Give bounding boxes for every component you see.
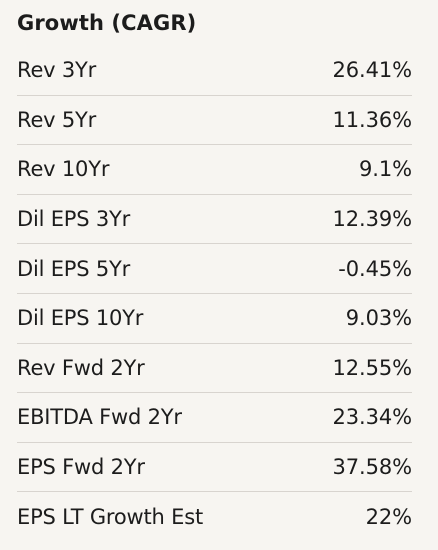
metric-label: Rev 3Yr: [17, 58, 97, 83]
metric-label: Dil EPS 10Yr: [17, 306, 144, 331]
metric-label: Dil EPS 5Yr: [17, 256, 131, 281]
metric-label: Rev Fwd 2Yr: [17, 355, 145, 380]
metric-value: 37.58%: [332, 455, 413, 480]
metric-value: 22%: [365, 505, 412, 530]
metric-value: 12.55%: [332, 355, 413, 380]
metric-value: 11.36%: [332, 107, 413, 132]
metric-label: EPS LT Growth Est: [17, 505, 203, 530]
metric-row-dil-eps-5yr: Dil EPS 5Yr -0.45%: [17, 244, 412, 294]
metric-row-rev-fwd-2yr: Rev Fwd 2Yr 12.55%: [17, 344, 412, 394]
metric-row-eps-fwd-2yr: EPS Fwd 2Yr 37.58%: [17, 443, 412, 493]
metric-value: 9.1%: [359, 157, 412, 182]
metric-row-dil-eps-3yr: Dil EPS 3Yr 12.39%: [17, 195, 412, 245]
metric-value: 26.41%: [332, 58, 413, 83]
metric-value: -0.45%: [338, 256, 412, 281]
metric-label: Dil EPS 3Yr: [17, 207, 131, 232]
metric-value: 23.34%: [332, 405, 413, 430]
metric-label: EPS Fwd 2Yr: [17, 455, 145, 480]
metric-row-rev-5yr: Rev 5Yr 11.36%: [17, 96, 412, 146]
panel-title: Growth (CAGR): [17, 11, 197, 35]
metric-value: 9.03%: [345, 306, 412, 331]
metric-row-rev-10yr: Rev 10Yr 9.1%: [17, 145, 412, 195]
metric-row-eps-lt-growth-est: EPS LT Growth Est 22%: [17, 492, 412, 542]
metric-row-rev-3yr: Rev 3Yr 26.41%: [17, 46, 412, 96]
metric-label: Rev 5Yr: [17, 107, 97, 132]
metric-label: Rev 10Yr: [17, 157, 110, 182]
metric-value: 12.39%: [332, 207, 413, 232]
metric-row-dil-eps-10yr: Dil EPS 10Yr 9.03%: [17, 294, 412, 344]
metrics-list: Rev 3Yr 26.41% Rev 5Yr 11.36% Rev 10Yr 9…: [17, 46, 412, 542]
metric-label: EBITDA Fwd 2Yr: [17, 405, 182, 430]
metric-row-ebitda-fwd-2yr: EBITDA Fwd 2Yr 23.34%: [17, 393, 412, 443]
